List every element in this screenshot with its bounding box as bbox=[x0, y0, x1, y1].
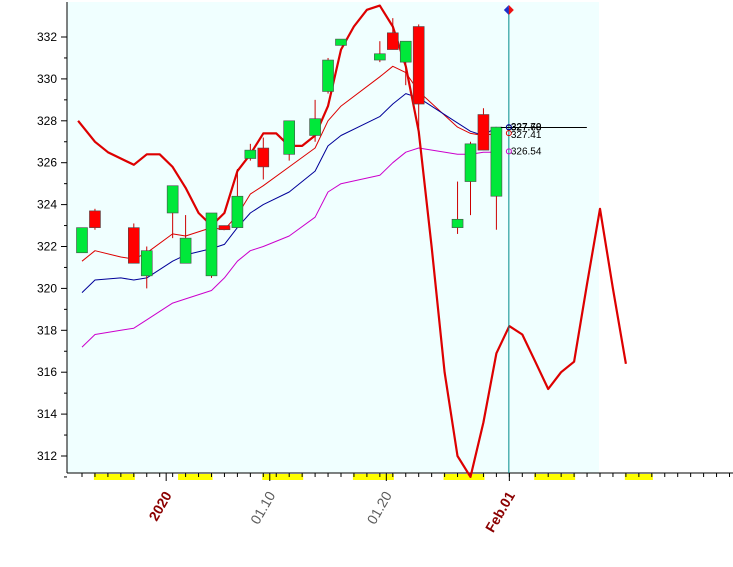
value-label: 327.41 bbox=[511, 130, 542, 141]
candle-body-down bbox=[128, 227, 140, 264]
candle-body-down bbox=[386, 32, 399, 50]
weekend-markers bbox=[93, 474, 653, 480]
candle bbox=[322, 57, 334, 94]
candle bbox=[244, 143, 257, 161]
lower-band-line bbox=[81, 147, 497, 348]
candle bbox=[128, 223, 140, 264]
cursor-marker-left bbox=[503, 5, 509, 15]
candles bbox=[76, 18, 503, 289]
candle bbox=[386, 18, 399, 50]
y-tick-label: 324 bbox=[37, 198, 57, 212]
candle-body-up bbox=[309, 118, 321, 136]
candle-body-up bbox=[322, 59, 334, 92]
candle bbox=[374, 41, 386, 63]
candle-body-up bbox=[335, 38, 347, 46]
candle-body-up bbox=[179, 237, 192, 264]
cycle-line bbox=[77, 4, 627, 478]
candle-body-up bbox=[464, 143, 477, 182]
y-tick-label: 318 bbox=[37, 323, 57, 337]
y-tick-label: 314 bbox=[37, 407, 57, 421]
y-axis-ticks: 312 314 316 318 320 322 324 326 328 330 332 bbox=[37, 30, 67, 478]
candle bbox=[205, 212, 218, 278]
y-tick-label: 322 bbox=[37, 240, 57, 254]
candle-body-down bbox=[412, 26, 425, 105]
value-marker bbox=[505, 124, 512, 131]
x-tick-label: 01.20 bbox=[364, 488, 395, 527]
candle bbox=[490, 126, 503, 230]
candle bbox=[179, 215, 192, 264]
value-label: 326.54 bbox=[511, 146, 542, 157]
y-tick-label: 312 bbox=[37, 449, 57, 463]
value-label: 327.68 bbox=[511, 123, 542, 134]
candle bbox=[166, 185, 179, 239]
candle-body-up bbox=[76, 227, 88, 254]
candle bbox=[257, 137, 270, 180]
candle bbox=[309, 99, 321, 142]
candle-body-up bbox=[283, 120, 296, 155]
candle-body-up bbox=[231, 195, 244, 228]
candle-body-up bbox=[140, 250, 153, 277]
middle-band-line bbox=[81, 93, 497, 293]
y-tick-label: 326 bbox=[37, 156, 57, 170]
candle-body-down bbox=[257, 147, 270, 168]
candle-body-down bbox=[477, 114, 490, 151]
candle-body-up bbox=[205, 212, 218, 277]
candle bbox=[451, 181, 464, 234]
y-tick-label: 328 bbox=[37, 114, 57, 128]
candle bbox=[140, 246, 153, 289]
candle bbox=[399, 40, 412, 86]
y-tick-label: 320 bbox=[37, 281, 57, 295]
value-marker bbox=[505, 148, 512, 155]
candle-body-up bbox=[166, 185, 179, 214]
x-tick-label: 01.10 bbox=[247, 488, 278, 527]
candle-body-down bbox=[89, 210, 101, 228]
candle-body-up bbox=[451, 218, 464, 228]
y-tick-label: 332 bbox=[37, 30, 57, 44]
candle-body-up bbox=[374, 53, 386, 61]
y-tick-label: 330 bbox=[37, 72, 57, 86]
x-tick-label: Feb.01 bbox=[482, 488, 518, 535]
cursor bbox=[500, 5, 587, 473]
candle bbox=[477, 108, 490, 151]
candle bbox=[283, 120, 296, 161]
candle bbox=[76, 227, 88, 254]
value-marker bbox=[505, 130, 512, 137]
candle-body-up bbox=[399, 40, 412, 63]
x-axis-labels: 2020 01.10 01.20 Feb.01 bbox=[145, 473, 518, 535]
candle-body-up bbox=[490, 126, 503, 197]
candle bbox=[412, 24, 425, 136]
value-label: 327.70 bbox=[511, 122, 542, 133]
candle bbox=[218, 225, 231, 231]
y-tick-label: 316 bbox=[37, 365, 57, 379]
candle-body-up bbox=[244, 149, 257, 159]
cursor-marker-right bbox=[508, 5, 514, 15]
x-axis-minor-ticks bbox=[81, 473, 730, 477]
candle bbox=[335, 38, 347, 46]
candle bbox=[89, 208, 101, 230]
x-tick-label: 2020 bbox=[145, 488, 175, 523]
candle-body-down bbox=[218, 225, 231, 231]
candle bbox=[464, 141, 477, 216]
candle bbox=[231, 168, 244, 228]
